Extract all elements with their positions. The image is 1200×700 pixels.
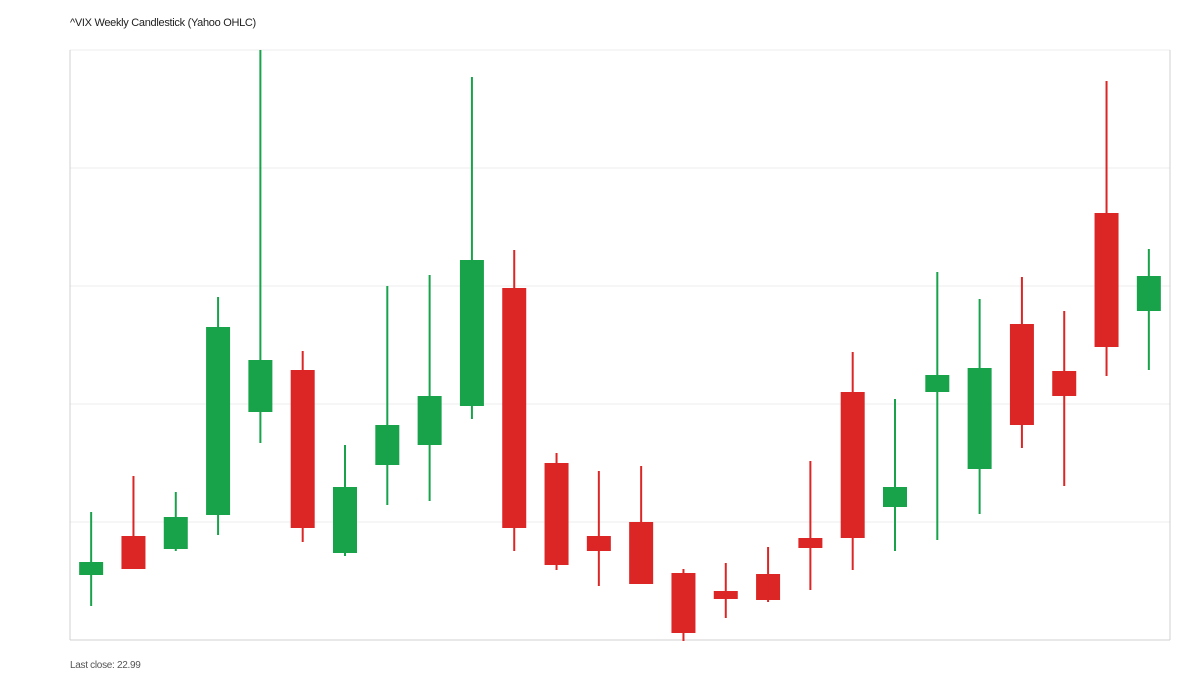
candle-body-up [1136,276,1161,311]
candle-body-down [290,370,315,528]
candle-body-down [502,288,527,528]
candle-body-down [586,536,611,551]
candle-body-up [163,517,188,549]
candle-body-up [883,487,907,507]
candle-body-up [967,368,992,469]
candle-body-up [459,260,484,406]
chart-title: ^VIX Weekly Candlestick (Yahoo OHLC) [70,17,256,29]
candle-body-down [671,573,696,633]
candle-body-up [79,562,104,575]
candle-body-down [840,392,865,538]
candle-body-down [713,591,738,599]
candle-body-down [629,522,654,584]
candle-body-up [375,425,400,465]
candle-body-down [1009,324,1034,425]
candle-body-up [925,375,950,392]
candle-body-down [121,536,146,569]
candle-body-up [248,360,273,412]
candle-body-down [1052,371,1077,396]
candle-body-down [544,463,569,565]
candle-body-down [1094,213,1119,347]
candle-body-down [756,574,781,600]
candle-body-down [798,538,823,548]
candle-body-up [333,487,357,553]
candle-body-up [417,396,442,445]
last-close-label: Last close: 22.99 [70,660,141,671]
candle-body-up [206,327,231,515]
